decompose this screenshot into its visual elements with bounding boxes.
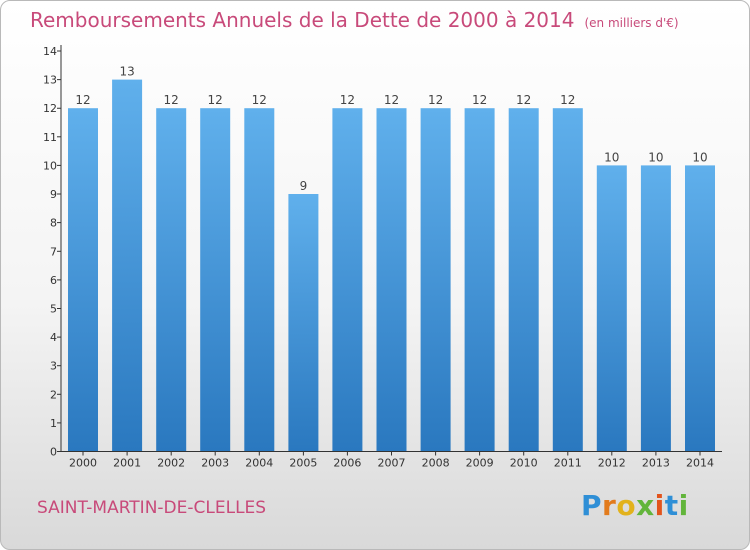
y-tick-label-9: 9 (50, 188, 57, 201)
bars-group: 12 13 12 12 12 9 12 12 12 12 12 12 10 10 10 (68, 65, 715, 452)
x-tick-label-2004: 2004 (245, 457, 273, 470)
y-tick-label-13: 13 (43, 74, 57, 87)
x-tick-label-2011: 2011 (554, 457, 582, 470)
bar-2012 (596, 165, 627, 452)
data-label-2011: 12 (560, 93, 575, 107)
x-tick-label-2008: 2008 (422, 457, 450, 470)
bar-2011 (552, 108, 583, 452)
y-tick-label-4: 4 (50, 331, 57, 344)
data-label-2001: 13 (119, 65, 134, 79)
bar-2007 (376, 108, 407, 452)
x-tick-label-2005: 2005 (289, 457, 317, 470)
x-tick-label-2013: 2013 (642, 457, 670, 470)
data-label-2000: 12 (75, 93, 90, 107)
commune-name: SAINT-MARTIN-DE-CLELLES (37, 498, 267, 518)
data-label-2007: 12 (384, 93, 399, 107)
bar-2009 (464, 108, 495, 452)
y-tick-label-5: 5 (50, 303, 57, 316)
data-label-2004: 12 (252, 93, 267, 107)
bar-2000 (68, 108, 98, 452)
bar-2006 (332, 108, 363, 452)
y-tick-label-8: 8 (50, 217, 57, 230)
data-label-2003: 12 (208, 93, 223, 107)
y-tick-label-7: 7 (50, 245, 57, 258)
bar-2001 (112, 79, 143, 452)
chart-title-text: Remboursements Annuels de la Dette de 20… (30, 8, 575, 32)
data-label-2009: 12 (472, 93, 487, 107)
bar-2004 (244, 108, 275, 452)
data-label-2012: 10 (604, 150, 619, 164)
x-tick-label-2010: 2010 (510, 457, 538, 470)
y-tick-label-0: 0 (50, 446, 57, 459)
y-tick-label-3: 3 (50, 360, 57, 373)
x-tick-label-2000: 2000 (69, 457, 97, 470)
data-label-2006: 12 (340, 93, 355, 107)
x-tick-label-2006: 2006 (333, 457, 361, 470)
chart-subtitle: (en milliers d'€) (584, 16, 679, 30)
chart-title: Remboursements Annuels de la Dette de 20… (30, 8, 679, 32)
data-label-2008: 12 (428, 93, 443, 107)
data-label-2014: 10 (692, 150, 707, 164)
x-tick-label-2007: 2007 (378, 457, 406, 470)
y-tick-label-10: 10 (43, 159, 57, 172)
y-tick-label-11: 11 (43, 131, 57, 144)
bar-2013 (640, 165, 671, 452)
bar-2008 (420, 108, 451, 452)
y-tick-label-6: 6 (50, 274, 57, 287)
x-tick-label-2014: 2014 (686, 457, 714, 470)
bar-2003 (200, 108, 231, 452)
y-tick-label-12: 12 (43, 102, 57, 115)
data-label-2010: 12 (516, 93, 531, 107)
x-tick-label-2012: 2012 (598, 457, 626, 470)
x-tick-label-2003: 2003 (201, 457, 229, 470)
x-tick-label-2001: 2001 (113, 457, 141, 470)
y-tick-label-14: 14 (43, 45, 57, 58)
data-label-2002: 12 (164, 93, 179, 107)
proxiti-logo: Proxiti (581, 489, 689, 522)
data-label-2005: 9 (300, 179, 308, 193)
bar-2005 (288, 194, 319, 452)
bar-2014 (685, 165, 715, 452)
x-tick-label-2009: 2009 (466, 457, 494, 470)
axes-group: 2000 2001 2002 2003 2004 2005 2006 2007 2008 2009… (43, 45, 722, 470)
x-tick-label-2002: 2002 (157, 457, 185, 470)
bar-2002 (156, 108, 187, 452)
data-label-2013: 10 (648, 150, 663, 164)
y-tick-label-1: 1 (50, 417, 57, 430)
bar-2010 (508, 108, 539, 452)
y-tick-label-2: 2 (50, 388, 57, 401)
